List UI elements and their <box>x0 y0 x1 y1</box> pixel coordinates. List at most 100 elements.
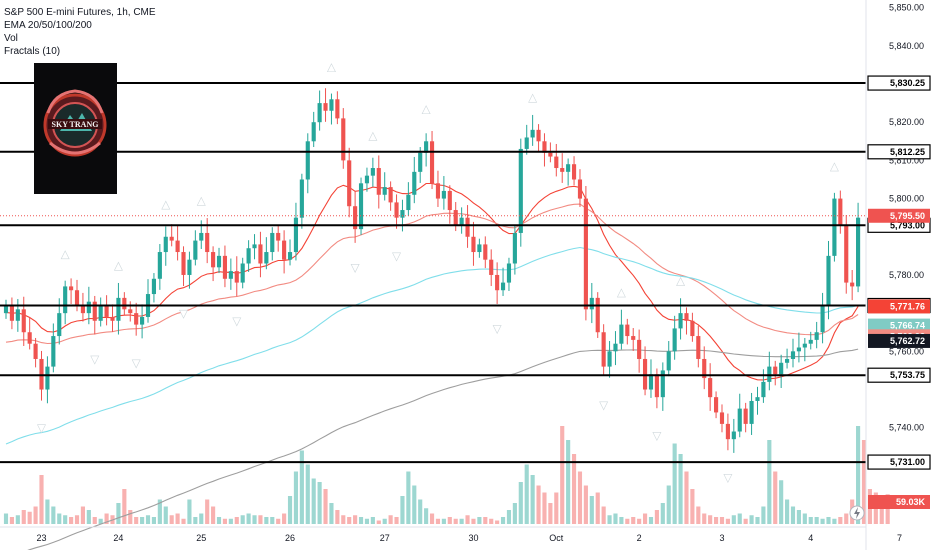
candle-body <box>258 244 263 264</box>
volume-bar <box>796 510 801 524</box>
candle-body <box>814 332 819 340</box>
volume-bar <box>477 517 482 524</box>
candle-body <box>530 129 535 138</box>
volume-bar <box>808 517 813 524</box>
volume-bar <box>418 499 423 524</box>
candle-body <box>477 244 482 253</box>
volume-bar <box>601 506 606 524</box>
volume-bar <box>335 510 340 524</box>
volume-bar <box>648 517 654 524</box>
volume-bar <box>364 518 370 524</box>
candle-body <box>305 141 310 180</box>
candle-body <box>838 198 843 226</box>
candle-body <box>536 129 541 142</box>
candle-body <box>678 313 683 329</box>
candle-body <box>412 171 417 195</box>
candle-body <box>317 103 322 123</box>
candle-body <box>832 198 837 256</box>
volume-bar <box>311 478 316 524</box>
volume-bar <box>749 515 754 524</box>
volume-bar <box>613 513 618 524</box>
candle-body <box>447 190 452 211</box>
y-tick-label: 5,820.00 <box>889 117 924 127</box>
candle-body <box>15 309 20 321</box>
volume-bar <box>193 517 198 524</box>
volume-bar <box>489 518 494 524</box>
candle-body <box>779 362 784 375</box>
volume-bar <box>187 499 192 524</box>
volume-bar <box>571 454 577 524</box>
ema-200-line <box>27 348 859 550</box>
candle-body <box>506 263 512 283</box>
candle-body <box>518 148 523 233</box>
volume-bar <box>98 518 103 524</box>
candle-body <box>134 313 139 325</box>
candle-body <box>86 301 91 314</box>
fractal-up-marker <box>421 105 431 115</box>
candle-body <box>92 301 97 321</box>
volume-bar <box>690 489 695 524</box>
y-tick-label: 5,850.00 <box>889 3 924 13</box>
volume-bar <box>619 517 624 524</box>
candle-body <box>276 232 281 241</box>
volume-bar <box>175 513 180 524</box>
volume-bar <box>9 517 14 524</box>
candle-body <box>45 366 50 390</box>
candle-body <box>63 286 68 314</box>
legend-fractals[interactable]: Fractals (10) <box>4 46 61 57</box>
candle-body <box>252 244 257 249</box>
volume-bar <box>566 440 571 524</box>
legend-vol[interactable]: Vol <box>4 33 18 44</box>
volume-bar <box>370 517 375 524</box>
y-tick-label: 5,810.00 <box>889 155 924 165</box>
y-tick-label: 5,840.00 <box>889 41 924 51</box>
candle-body <box>311 122 316 142</box>
level-label: 5,830.25 <box>890 78 925 88</box>
x-tick-label: 27 <box>380 533 390 543</box>
candle-body <box>524 137 529 149</box>
candle-body <box>826 255 831 306</box>
volume-bar <box>684 471 689 524</box>
candle-body <box>335 99 340 119</box>
volume-bar <box>595 492 600 524</box>
candle-body <box>571 164 577 180</box>
volume-bar <box>483 517 488 524</box>
volume-bar <box>731 515 736 524</box>
candle-body <box>33 343 38 359</box>
volume-bar <box>145 515 151 524</box>
volume-bar <box>27 511 32 524</box>
volume-bar <box>400 496 405 524</box>
legend-ema[interactable]: EMA 20/50/100/200 <box>4 20 92 31</box>
fractal-up-marker <box>113 261 123 271</box>
candle-body <box>696 336 701 359</box>
volume-bar <box>341 515 346 524</box>
volume-bar <box>713 517 719 524</box>
volume-bar <box>832 518 837 524</box>
fractal-up-marker <box>326 63 336 73</box>
fractal-up-marker <box>616 288 626 298</box>
candle-body <box>560 168 565 172</box>
level-label-box <box>867 367 931 383</box>
candle-body <box>719 412 725 424</box>
candle-body <box>725 423 730 440</box>
candle-body <box>128 309 133 314</box>
legend-symbol[interactable]: S&P 500 E-mini Futures, 1h, CME <box>4 7 156 18</box>
volume-bar <box>376 520 381 524</box>
volume-bar <box>116 503 121 524</box>
volume-bar <box>441 518 446 524</box>
candle-body <box>802 343 807 348</box>
volume-bar <box>51 506 56 524</box>
fractal-down-marker <box>652 432 662 442</box>
candle-body <box>199 232 204 241</box>
candle-body <box>749 400 754 424</box>
candle-body <box>796 347 801 352</box>
candle-body <box>785 358 790 363</box>
price-badge-label: 5,762.72 <box>890 336 925 346</box>
volume-bar <box>453 518 458 524</box>
volume-bar <box>631 517 636 524</box>
x-tick-label: Oct <box>549 533 564 543</box>
candle-body <box>234 271 239 283</box>
volume-bar <box>642 513 648 524</box>
candle-body <box>583 198 588 310</box>
